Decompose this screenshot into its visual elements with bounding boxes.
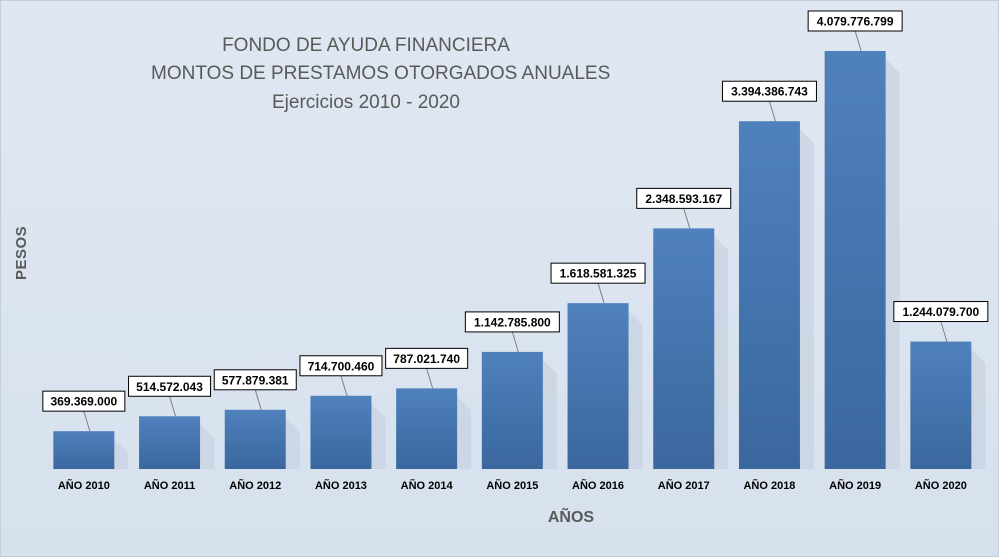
x-tick-label: AÑO 2010 [58,479,110,492]
x-tick-label: AÑO 2015 [486,479,538,492]
data-label: 514.572.043 [136,380,203,394]
bar [738,121,800,470]
x-tick-label: AÑO 2011 [144,479,195,492]
bar [567,303,629,469]
x-tick-label: AÑO 2016 [572,479,624,492]
bar [224,409,286,469]
data-label-leader [597,283,605,304]
data-label-leader [83,411,91,432]
x-tick-label: AÑO 2018 [743,479,795,492]
data-label-leader [426,368,434,389]
bar-shadow [542,359,557,469]
data-label: 577.879.381 [222,373,289,387]
data-label-box [550,262,646,284]
data-label: 1.244.079.700 [902,305,979,319]
data-label-leader [340,375,348,396]
data-label-leader [511,331,519,353]
data-label: 3.394.386.743 [731,85,808,99]
bar-shadow [457,396,472,469]
data-label-leader [254,389,262,410]
data-label: 2.348.593.167 [645,192,722,206]
bar-shadow [114,439,129,469]
bar-shadow [714,236,729,469]
data-label: 787.021.740 [393,352,460,366]
x-tick-label: AÑO 2014 [401,479,454,492]
chart-title-line-1: FONDO DE AYUDA FINANCIERA [222,35,510,56]
data-label: 369.369.000 [50,395,117,409]
bar-shadow [799,129,814,469]
data-label: 4.079.776.799 [817,15,894,29]
chart-title-line-3: Ejercicios 2010 - 2020 [272,92,460,113]
data-label-leader [169,396,177,417]
x-tick-label: AÑO 2019 [829,479,881,492]
data-label-box [128,375,212,397]
data-label-box [213,369,297,391]
data-label-leader [768,101,776,122]
bar-shadow [628,311,643,469]
x-tick-label: AÑO 2017 [658,479,710,492]
bar-shadow [285,417,300,469]
data-label-box [807,10,903,32]
bar-shadow [885,59,900,469]
data-label-leader [940,321,948,342]
data-label-box [721,80,817,102]
x-tick-label: AÑO 2020 [915,479,967,492]
bar [653,228,715,469]
x-tick-label: AÑO 2012 [229,479,281,492]
bar-shadow [200,424,215,469]
x-tick-label: AÑO 2013 [315,479,367,492]
bar [310,395,372,469]
data-label: 1.142.785.800 [474,315,551,329]
data-label-box [464,311,560,333]
bar-shadow [971,349,986,469]
data-label-box [893,301,989,323]
bar-shadow [371,403,386,469]
bar [910,341,972,469]
chart-title-line-2: MONTOS DE PRESTAMOS OTORGADOS ANUALES [151,63,611,84]
data-label-box [385,347,469,369]
bar [481,351,543,469]
data-label-box [636,187,732,209]
bar [824,51,886,469]
data-label: 1.618.581.325 [560,267,637,281]
x-axis-label: AÑOS [547,509,595,526]
bar [396,388,458,469]
data-label-box [42,390,126,412]
data-label-leader [854,30,862,52]
bar [53,431,115,469]
data-label-leader [683,208,691,229]
data-label: 714.700.460 [308,359,375,373]
bar [139,416,201,469]
data-label-box [299,355,383,377]
